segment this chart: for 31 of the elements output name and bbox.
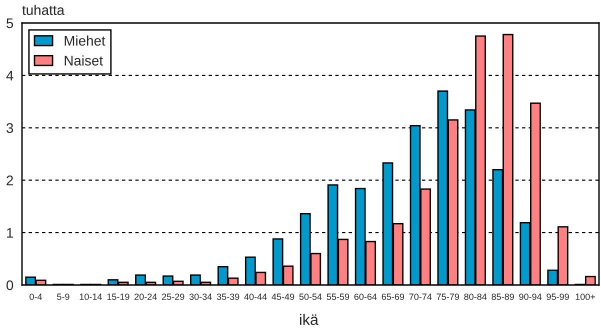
y-tick-label: 5 [6, 18, 14, 28]
x-tick-label: 15-19 [107, 294, 130, 300]
x-tick-label: 50-54 [299, 294, 322, 300]
x-tick-label: 70-74 [409, 294, 432, 300]
y-axis-title: tuhatta [22, 4, 64, 16]
x-tick-label: 90-94 [519, 294, 542, 300]
x-tick-label: 80-84 [464, 294, 487, 300]
x-tick-label: 5-9 [57, 294, 70, 300]
x-tick-label: 65-69 [382, 294, 404, 300]
x-tick-label: 0-4 [30, 294, 42, 300]
x-tick-label: 25-29 [162, 294, 184, 300]
x-axis-title: ikä [300, 314, 318, 326]
x-tick-label: 20-24 [134, 294, 157, 300]
y-tick-label: 1 [7, 228, 13, 238]
y-tick-label: 4 [6, 70, 14, 80]
y-tick-label: 0 [6, 280, 14, 290]
y-tick-label: 3 [6, 123, 14, 133]
x-tick-label: 55-59 [326, 294, 350, 300]
legend-label: Miehet [64, 36, 106, 46]
x-tick-label: 85-89 [492, 294, 514, 300]
legend-label: Naiset [64, 55, 103, 66]
x-tick-label: 35-39 [216, 294, 240, 300]
x-tick-label: 75-79 [436, 294, 459, 300]
x-tick-label: 100+ [576, 294, 595, 300]
x-tick-label: 10-14 [80, 294, 102, 300]
y-tick-label: 2 [6, 176, 13, 186]
x-tick-label: 95-99 [546, 294, 569, 300]
x-tick-label: 40-44 [244, 294, 267, 300]
x-tick-label: 30-34 [189, 294, 212, 300]
x-tick-label: 45-49 [272, 294, 294, 300]
x-tick-label: 60-64 [354, 294, 377, 300]
